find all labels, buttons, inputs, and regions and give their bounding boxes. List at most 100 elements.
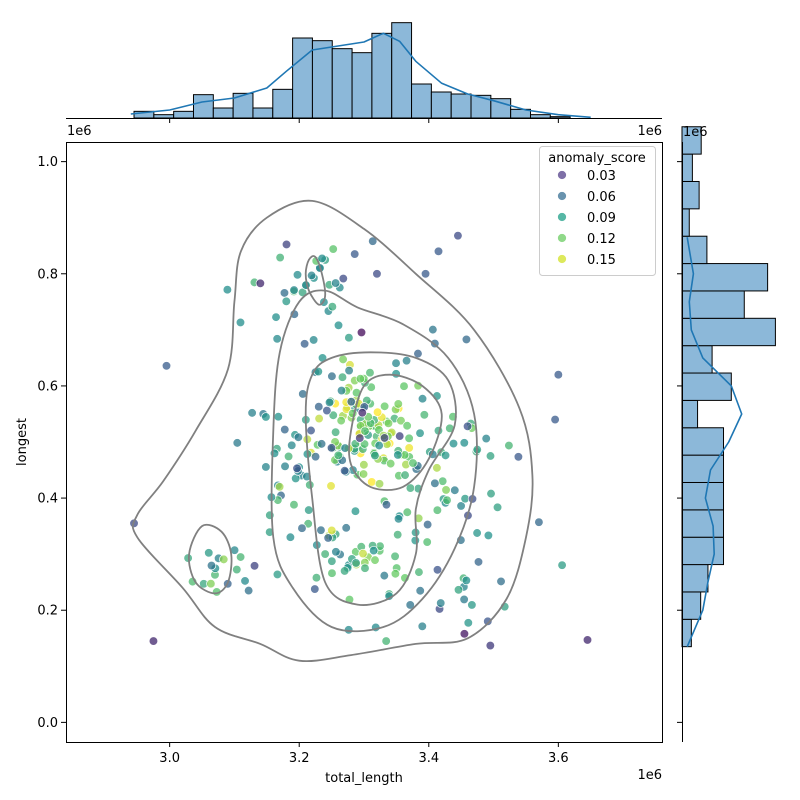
top-marginal-ticks xyxy=(169,118,559,123)
scatter-point xyxy=(422,537,432,547)
scatter-point xyxy=(279,288,290,298)
kde-contour-line xyxy=(270,289,478,633)
scatter-point xyxy=(582,635,593,645)
scatter-point xyxy=(358,469,369,479)
y-histogram-bar xyxy=(681,290,745,319)
scatter-point xyxy=(370,555,380,565)
scatter-point xyxy=(330,427,341,437)
scatter-point xyxy=(327,568,337,578)
scatter-point xyxy=(232,564,242,575)
scatter-point xyxy=(391,369,401,379)
legend-marker xyxy=(557,233,567,243)
y-tick-label: 0.2 xyxy=(37,604,58,619)
scatter-point xyxy=(534,517,544,527)
scatter-point xyxy=(459,438,469,448)
joint-axes: 3.0 3.2 3.4 3.6 0.0 0.2 0.4 0.6 0.8 1.0 total_le… xyxy=(15,142,663,786)
scatter-point xyxy=(299,339,310,349)
scatter-point xyxy=(357,408,367,418)
y-histogram-bar xyxy=(681,427,725,456)
legend-label: 0.12 xyxy=(587,232,616,247)
x-histogram-bar xyxy=(391,22,413,119)
scatter-point xyxy=(297,523,307,533)
scatter-point xyxy=(393,399,403,409)
legend-marker xyxy=(557,254,567,264)
scatter-point xyxy=(553,370,563,380)
scatter-point xyxy=(415,586,425,596)
scatter-point xyxy=(255,278,265,288)
scatter-point xyxy=(381,636,391,646)
scatter-point xyxy=(336,415,346,426)
scatter-point xyxy=(340,566,350,576)
scatter-point xyxy=(289,285,299,295)
scatter-point xyxy=(346,397,356,407)
legend-title: anomaly_score xyxy=(548,151,646,166)
y-histogram-bar xyxy=(681,399,699,429)
scatter-point xyxy=(473,557,484,567)
scatter-point xyxy=(330,278,341,288)
y-histogram-bar xyxy=(681,235,708,265)
scatter-point xyxy=(322,405,332,416)
joint-axes-frame xyxy=(66,142,663,743)
scatter-point xyxy=(393,514,404,524)
scatter-point xyxy=(206,560,217,571)
legend-marker xyxy=(557,170,567,180)
scatter-point xyxy=(326,443,337,453)
scatter-point xyxy=(442,495,452,505)
scatter-point xyxy=(415,428,425,438)
scatter-point xyxy=(249,561,260,571)
y-histogram-bar xyxy=(681,345,713,374)
x-histogram-bar xyxy=(173,110,194,119)
scatter-point xyxy=(365,368,375,378)
scatter-point xyxy=(391,358,401,368)
scatter-point xyxy=(148,636,159,646)
scatter-point xyxy=(393,529,403,540)
scatter-point xyxy=(438,476,448,486)
scatter-point xyxy=(467,600,477,610)
scatter-point xyxy=(261,462,271,472)
scatter-point xyxy=(417,621,427,631)
scatter-point xyxy=(459,629,470,639)
scatter-point xyxy=(481,433,491,444)
scatter-point xyxy=(405,600,415,610)
kde-contour-line xyxy=(348,373,443,491)
scatter-point xyxy=(360,426,370,436)
scatter-point xyxy=(222,285,233,295)
y-histogram-bar xyxy=(681,126,702,155)
scatter-point xyxy=(355,374,366,384)
top-offset-label-left: 1e6 xyxy=(67,124,92,139)
scatter-point xyxy=(316,439,327,449)
scatter-point xyxy=(432,565,443,575)
scatter-point xyxy=(448,438,459,449)
scatter-point xyxy=(310,452,321,462)
scatter-point xyxy=(324,397,335,408)
x-histogram-bar xyxy=(411,83,432,119)
legend-label: 0.06 xyxy=(587,190,616,205)
y-tick-label: 0.6 xyxy=(37,379,58,394)
scatter-point xyxy=(204,548,214,558)
scatter-point xyxy=(240,576,250,586)
scatter-point xyxy=(396,416,406,426)
y-axis-label: longest xyxy=(15,418,30,466)
scatter-point xyxy=(281,296,291,306)
scatter-point xyxy=(327,302,338,312)
x-offset-label: 1e6 xyxy=(637,768,662,783)
x-kde-curve xyxy=(130,32,591,119)
x-histogram-bar xyxy=(331,48,353,119)
y-histogram-bar xyxy=(681,263,769,292)
scatter-point xyxy=(370,450,380,461)
scatter-points xyxy=(129,230,593,651)
scatter-point xyxy=(372,269,382,279)
scatter-point xyxy=(372,407,383,417)
scatter-point xyxy=(359,460,369,470)
scatter-point xyxy=(292,463,302,473)
scatter-point xyxy=(405,483,416,493)
scatter-point xyxy=(356,327,367,338)
scatter-point xyxy=(351,558,361,568)
scatter-point xyxy=(486,488,496,499)
scatter-point xyxy=(344,333,354,343)
scatter-point xyxy=(453,230,463,241)
scatter-point xyxy=(314,402,324,412)
scatter-point xyxy=(367,477,377,487)
scatter-point xyxy=(453,585,464,595)
